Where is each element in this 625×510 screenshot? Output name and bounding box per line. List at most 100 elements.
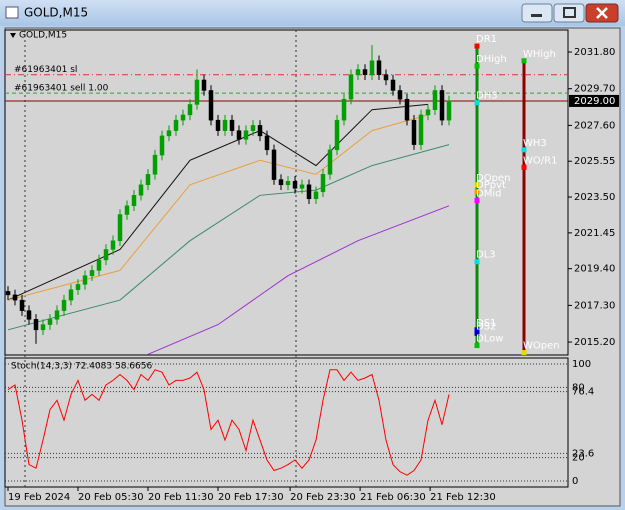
- candle-body: [362, 69, 368, 75]
- pivot-marker: [474, 189, 480, 195]
- candle-body: [271, 149, 277, 180]
- stoch-line: [7, 369, 450, 476]
- candle-body: [236, 130, 242, 140]
- x-tick-label: 20 Feb 11:30: [148, 492, 214, 503]
- candle-body: [299, 184, 305, 189]
- y-tick-label: 2019.40: [574, 264, 615, 275]
- pivot-label: WOpen: [523, 341, 560, 352]
- candle-body: [96, 259, 102, 271]
- chart-title: GOLD,M15: [19, 31, 67, 41]
- pivot-label: DHigh: [476, 54, 507, 65]
- minimize-button[interactable]: [521, 3, 553, 23]
- candle-body: [47, 319, 53, 325]
- candle-body: [89, 270, 95, 276]
- ma-line: [7, 144, 450, 331]
- symbol-menu-icon[interactable]: [10, 33, 16, 38]
- candle-body: [341, 98, 347, 121]
- candle-body: [194, 79, 200, 105]
- candle-body: [103, 249, 109, 261]
- candle-body: [243, 130, 249, 140]
- order-label: #61963401 sl: [14, 65, 77, 75]
- stoch-plot: [4, 357, 569, 488]
- candle-body: [397, 90, 403, 100]
- candle-body: [320, 174, 326, 193]
- x-tick-label: 21 Feb 06:30: [360, 492, 426, 503]
- pivot-label: DR1: [476, 34, 497, 45]
- candle-body: [26, 310, 32, 320]
- window-title: GOLD,M15: [24, 6, 88, 20]
- candle-body: [82, 275, 88, 285]
- pivot-label: DS2: [476, 321, 496, 332]
- maximize-icon: [563, 7, 576, 18]
- candle-body: [68, 289, 74, 301]
- stoch-tick-label: 100: [572, 359, 591, 370]
- candle-body: [12, 294, 18, 301]
- candle-body: [292, 181, 298, 189]
- pivot-marker: [521, 164, 527, 170]
- title-bar: [0, 0, 625, 26]
- candle-body: [138, 184, 144, 196]
- candle-body: [369, 60, 375, 75]
- pivot-marker: [474, 327, 480, 333]
- candle-body: [404, 98, 410, 121]
- candle-body: [446, 100, 452, 121]
- candle-body: [425, 109, 431, 116]
- pivot-label: WHigh: [523, 49, 556, 60]
- pivot-marker: [521, 350, 527, 356]
- pivot-marker: [521, 147, 527, 153]
- candle-body: [117, 214, 123, 241]
- candle-body: [159, 135, 165, 156]
- pivot-marker: [521, 58, 527, 64]
- candle-body: [208, 90, 214, 121]
- candle-body: [229, 119, 235, 131]
- app-icon: [5, 6, 19, 19]
- pivot-label: DOpen: [476, 173, 510, 184]
- stoch-tick-label: 0: [572, 476, 578, 487]
- candle-body: [327, 149, 333, 175]
- candle-body: [313, 191, 319, 200]
- candle-body: [257, 125, 263, 137]
- stoch-tick-label: 23.6: [572, 448, 594, 459]
- candle-body: [187, 104, 193, 116]
- candle-body: [278, 179, 284, 186]
- candle-body: [131, 195, 137, 207]
- pivot-label: DH3: [476, 91, 498, 102]
- candle-body: [40, 324, 46, 331]
- minimize-icon: [531, 14, 542, 17]
- candle-body: [264, 135, 270, 151]
- close-icon: [596, 7, 608, 19]
- candle-body: [145, 174, 151, 186]
- candle-body: [75, 284, 81, 290]
- pivot-label: DL3: [476, 250, 496, 261]
- pivot-label: WO/R1: [523, 155, 557, 166]
- candle-body: [124, 205, 130, 215]
- pivot-label: DPpvt: [476, 180, 506, 191]
- pivot-label: DMid: [476, 189, 501, 200]
- pivot-marker: [474, 343, 480, 349]
- candle-body: [348, 74, 354, 100]
- candle-body: [201, 79, 207, 91]
- pivot-marker: [474, 198, 480, 204]
- x-tick-label: 20 Feb 17:30: [218, 492, 284, 503]
- x-tick-label: 19 Feb 2024: [8, 492, 70, 503]
- candle-body: [306, 184, 312, 200]
- candle-body: [54, 310, 60, 320]
- candle-body: [110, 240, 116, 250]
- candle-body: [152, 154, 158, 175]
- candle-body: [61, 299, 67, 311]
- y-tick-label: 2015.20: [574, 337, 615, 348]
- ma-line: [147, 205, 450, 355]
- maximize-button[interactable]: [553, 3, 585, 23]
- pivot-label: DS1: [476, 318, 496, 329]
- y-tick-label: 2025.55: [574, 156, 615, 167]
- stoch-title: Stoch(14,3,3) 72.4083 58.6656: [11, 362, 152, 372]
- stoch-tick-label: 76.4: [572, 387, 594, 398]
- candle-body: [355, 69, 361, 75]
- candle-body: [173, 119, 179, 131]
- candle-body: [334, 119, 340, 151]
- candle-body: [5, 291, 11, 296]
- candle-body: [418, 114, 424, 145]
- candle-body: [411, 119, 417, 145]
- y-tick-label: 2017.30: [574, 300, 615, 311]
